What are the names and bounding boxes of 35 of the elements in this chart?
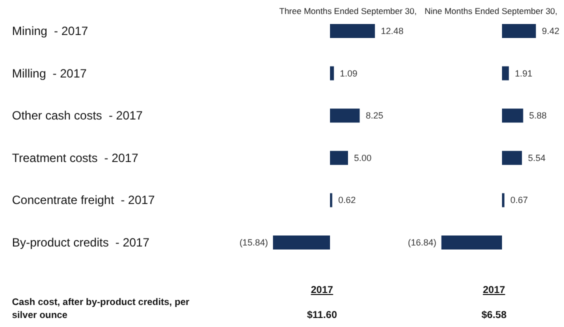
bar (502, 66, 509, 80)
bar (441, 236, 502, 250)
chart-title: Nine Months Ended September 30, (424, 6, 558, 16)
data-label: 5.00 (354, 152, 372, 163)
data-label: 1.91 (514, 68, 532, 78)
text: $11.60 (306, 310, 338, 321)
data-label: 0.62 (338, 195, 356, 206)
y-tick-label: Mining - 2017 (12, 24, 88, 38)
y-tick-label: Other cash costs - 2017 (12, 108, 144, 123)
chart-title: Three Months Ended September 30, (279, 6, 417, 16)
data-label: 9.42 (542, 26, 560, 36)
bar (502, 108, 524, 123)
data-label: 5.54 (528, 152, 546, 163)
bar (330, 150, 348, 165)
bar (330, 108, 360, 123)
data-label: 1.09 (340, 68, 358, 78)
y-tick-label: Treatment costs - 2017 (12, 150, 139, 165)
text: $6.58 (481, 310, 507, 321)
bar (502, 24, 536, 38)
text: 2017 (482, 285, 506, 296)
bar (330, 66, 334, 80)
data-label: 8.25 (366, 110, 384, 121)
bar (330, 24, 375, 38)
text: Cash cost, after by-product credits, per silver ounce (12, 297, 190, 321)
bar (502, 150, 522, 165)
y-tick-label: Milling - 2017 (12, 66, 88, 80)
data-label: 5.88 (529, 110, 547, 121)
y-tick-label: By-product credits - 2017 (12, 236, 150, 250)
text: 2017 (310, 285, 334, 296)
data-label: 0.67 (510, 195, 528, 206)
data-label: (15.84) (239, 238, 268, 248)
data-label: 12.48 (380, 26, 404, 36)
bar (272, 236, 330, 250)
data-label: (16.84) (408, 238, 436, 248)
y-tick-label: Concentrate freight - 2017 (12, 193, 156, 208)
